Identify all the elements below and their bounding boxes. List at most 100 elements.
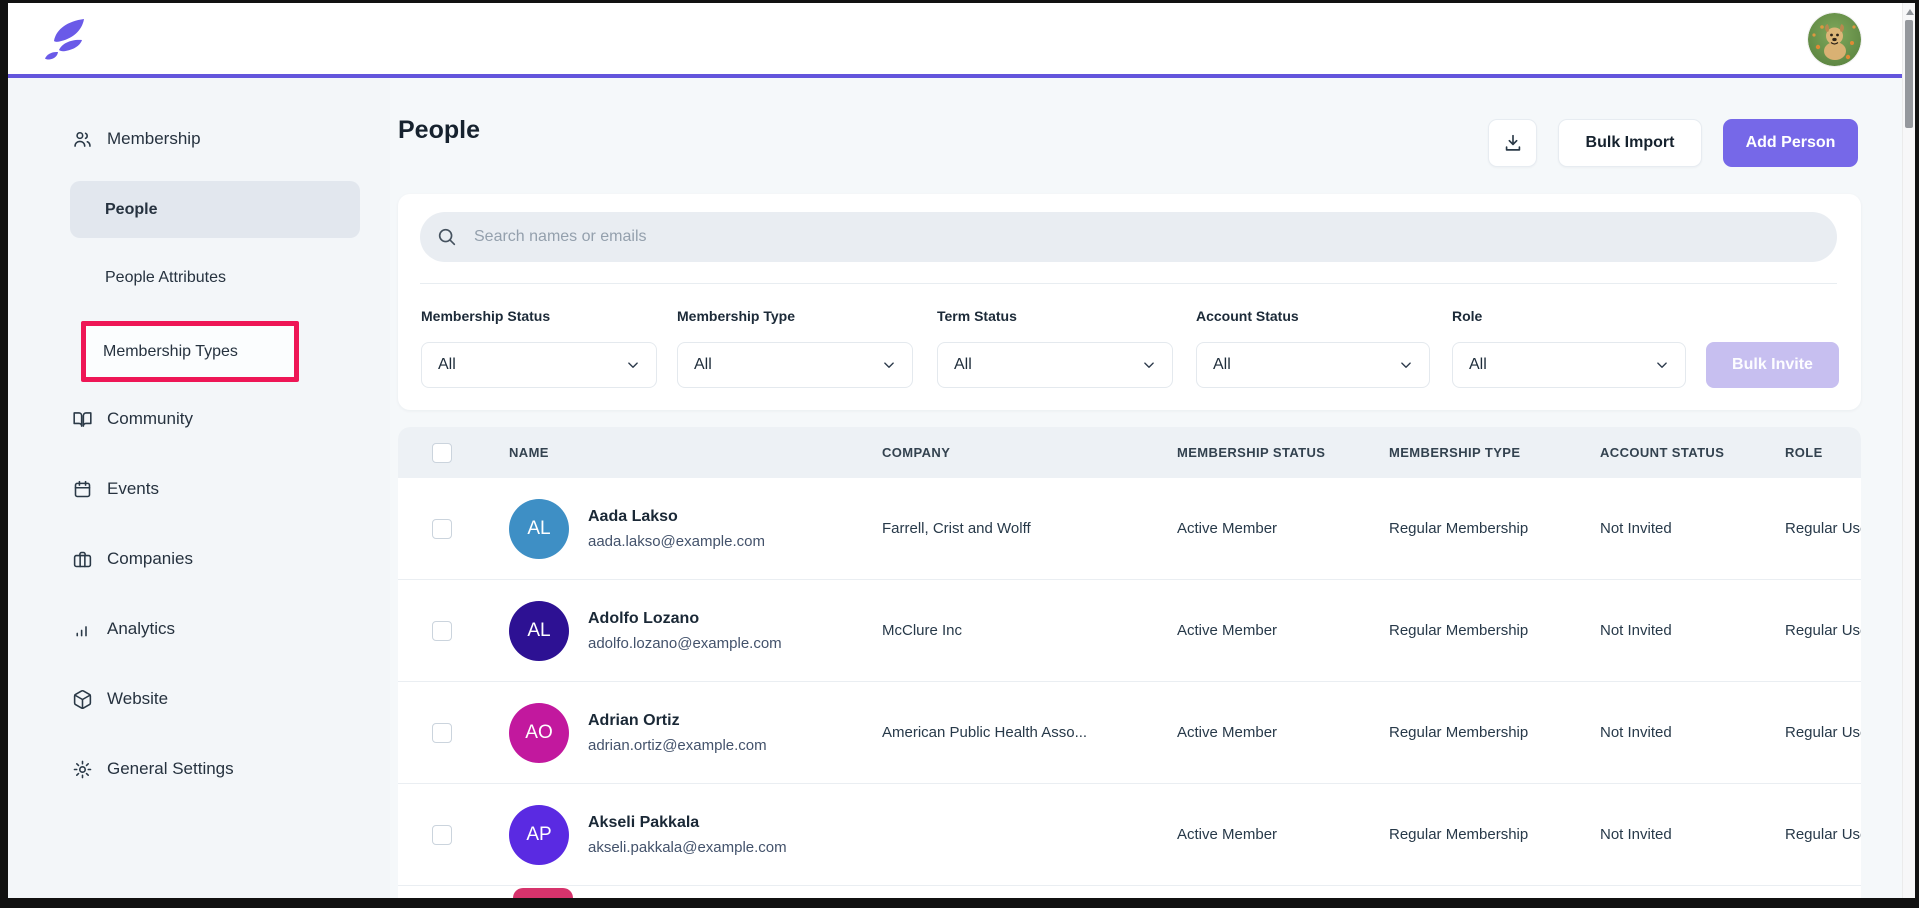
membership-type-cell: Regular Membership <box>1389 520 1529 537</box>
sidebar-item-community[interactable]: Community <box>8 397 390 441</box>
person-email: akseli.pakkala@example.com <box>588 838 787 856</box>
card-divider <box>420 283 1837 284</box>
sidebar-icon <box>72 129 93 150</box>
column-header-account-status: ACCOUNT STATUS <box>1600 445 1725 460</box>
table-row[interactable]: AL Adolfo Lozano adolfo.lozano@example.c… <box>398 580 1861 682</box>
filter-label: Membership Type <box>677 308 795 324</box>
people-table: NAME COMPANY MEMBERSHIP STATUS MEMBERSHI… <box>398 427 1861 912</box>
chevron-down-icon <box>1653 356 1671 374</box>
filter-selected-value: All <box>694 356 712 373</box>
filter-select[interactable]: All <box>1452 342 1686 388</box>
initials-avatar: AO <box>509 702 569 763</box>
user-avatar[interactable] <box>1808 13 1861 66</box>
row-checkbox[interactable] <box>432 722 452 743</box>
company-cell: McClure Inc <box>882 622 963 639</box>
screenshot-border <box>1915 0 1919 908</box>
account-status-cell: Not Invited <box>1600 622 1672 639</box>
filter-select[interactable]: All <box>421 342 657 388</box>
company-cell: American Public Health Asso... <box>882 724 1088 741</box>
row-checkbox[interactable] <box>432 620 452 641</box>
search-icon <box>436 226 458 248</box>
role-cell: Regular User <box>1785 622 1861 639</box>
sidebar-item-label: Community <box>107 409 193 428</box>
person-name: Akseli Pakkala <box>588 813 700 831</box>
sidebar-item-website[interactable]: Website <box>8 677 390 721</box>
person-name: Adolfo Lozano <box>588 609 700 627</box>
sidebar-item-people-attributes[interactable]: People Attributes <box>8 256 390 300</box>
search-bar[interactable] <box>420 212 1837 262</box>
person-email: adrian.ortiz@example.com <box>588 736 767 754</box>
sidebar-item-general-settings[interactable]: General Settings <box>8 747 390 791</box>
filter-membership-status: Membership Status All <box>421 308 657 388</box>
membership-status-cell: Active Member <box>1177 826 1278 843</box>
sidebar-item-companies[interactable]: Companies <box>8 537 390 581</box>
search-input[interactable] <box>472 227 1676 247</box>
membership-type-cell: Regular Membership <box>1389 622 1529 639</box>
sidebar-item-label: Website <box>107 689 169 708</box>
top-bar <box>8 3 1902 78</box>
screenshot-border <box>0 898 1919 908</box>
sidebar-item-label: Membership <box>107 129 201 148</box>
column-header-role: ROLE <box>1785 445 1823 460</box>
chevron-down-icon <box>1140 356 1158 374</box>
role-cell: Regular User <box>1785 520 1861 537</box>
sidebar-item-events[interactable]: Events <box>8 467 390 511</box>
export-download-button[interactable] <box>1488 119 1537 167</box>
page-scrollbar[interactable] <box>1902 3 1915 898</box>
company-cell: Farrell, Crist and Wolff <box>882 520 1031 537</box>
sidebar-item-membership-types[interactable]: Membership Types <box>81 321 299 382</box>
initials-avatar: AP <box>509 804 569 865</box>
filter-label: Role <box>1452 308 1483 324</box>
add-person-button[interactable]: Add Person <box>1723 119 1858 167</box>
account-status-cell: Not Invited <box>1600 724 1672 741</box>
scrollbar-up-arrow-icon[interactable] <box>1906 9 1914 15</box>
filter-selected-value: All <box>1469 356 1487 373</box>
filter-select[interactable]: All <box>937 342 1173 388</box>
screenshot-border <box>0 0 1919 3</box>
filter-term-status: Term Status All <box>937 308 1173 388</box>
select-all-checkbox[interactable] <box>432 442 452 463</box>
sidebar-icon <box>72 409 93 430</box>
row-checkbox[interactable] <box>432 518 452 539</box>
sidebar-item-analytics[interactable]: Analytics <box>8 607 390 651</box>
filter-label: Term Status <box>937 308 1017 324</box>
sidebar-icon <box>72 619 93 640</box>
bulk-import-button[interactable]: Bulk Import <box>1558 119 1702 167</box>
filter-selected-value: All <box>954 356 972 373</box>
person-name: Adrian Ortiz <box>588 711 680 729</box>
membership-status-cell: Active Member <box>1177 622 1278 639</box>
sidebar-item-membership[interactable]: Membership <box>8 117 390 161</box>
chevron-down-icon <box>1397 356 1415 374</box>
filter-label: Account Status <box>1196 308 1299 324</box>
column-header-membership-type: MEMBERSHIP TYPE <box>1389 445 1521 460</box>
column-header-membership-status: MEMBERSHIP STATUS <box>1177 445 1326 460</box>
account-status-cell: Not Invited <box>1600 826 1672 843</box>
table-row[interactable]: AO Adrian Ortiz adrian.ortiz@example.com… <box>398 682 1861 784</box>
bulk-invite-button[interactable]: Bulk Invite <box>1706 342 1839 388</box>
sidebar-item-label: General Settings <box>107 759 234 778</box>
membership-type-cell: Regular Membership <box>1389 724 1529 741</box>
filter-account-status: Account Status All <box>1196 308 1430 388</box>
membership-status-cell: Active Member <box>1177 520 1278 537</box>
chevron-down-icon <box>624 356 642 374</box>
table-row[interactable]: AP Akseli Pakkala akseli.pakkala@example… <box>398 784 1861 886</box>
filter-membership-type: Membership Type All <box>677 308 913 388</box>
filter-select[interactable]: All <box>1196 342 1430 388</box>
brand-leaf-logo-icon[interactable] <box>40 15 92 67</box>
partial-row-avatar <box>513 888 573 898</box>
page-title: People <box>398 116 480 144</box>
filter-selected-value: All <box>438 356 456 373</box>
sidebar-item-people[interactable]: People <box>70 181 360 238</box>
table-row[interactable]: AL Aada Lakso aada.lakso@example.com Far… <box>398 478 1861 580</box>
sidebar-item-label: Companies <box>107 549 193 568</box>
filter-select[interactable]: All <box>677 342 913 388</box>
row-checkbox[interactable] <box>432 824 452 845</box>
sidebar-icon <box>72 759 93 780</box>
table-header-row: NAME COMPANY MEMBERSHIP STATUS MEMBERSHI… <box>398 427 1861 478</box>
scrollbar-thumb[interactable] <box>1905 20 1913 128</box>
search-filter-card: Membership Status All Membership Type Al… <box>398 194 1861 410</box>
sidebar-icon <box>72 479 93 500</box>
person-name: Aada Lakso <box>588 507 678 525</box>
sidebar-nav: Membership People People Attributes Memb… <box>8 78 390 898</box>
initials-avatar: AL <box>509 600 569 661</box>
